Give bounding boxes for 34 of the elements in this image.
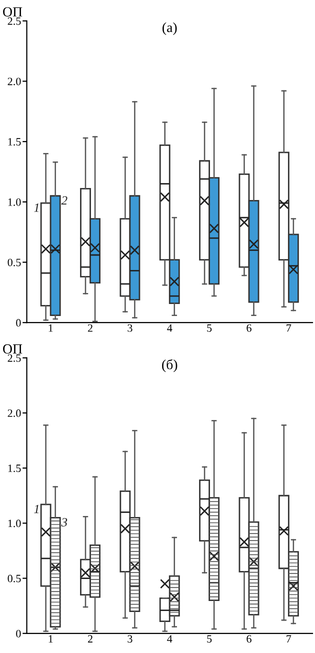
y-tick-label: 2.5 bbox=[8, 354, 21, 362]
y-tick-label: 1.5 bbox=[8, 464, 21, 472]
y-tick-label: 0.5 bbox=[8, 574, 21, 582]
x-tick-label: 6 bbox=[246, 324, 252, 332]
x-tick-label: 3 bbox=[128, 635, 132, 643]
y-axis-title: ОП bbox=[3, 7, 22, 17]
series-label: 2 bbox=[61, 196, 68, 205]
x-tick-label: 4 bbox=[167, 324, 172, 332]
x-tick-label: 4 bbox=[167, 635, 172, 643]
y-tick-label: 1.0 bbox=[8, 520, 21, 528]
y-tick-label: 2.0 bbox=[8, 409, 21, 417]
series-label: 1 bbox=[34, 204, 39, 212]
series-label: 3 bbox=[61, 518, 68, 526]
x-tick-label: 7 bbox=[286, 635, 292, 643]
x-tick-label: 6 bbox=[246, 635, 252, 643]
x-tick-label: 5 bbox=[207, 324, 212, 332]
y-tick-label: 1.0 bbox=[8, 198, 21, 206]
y-tick-label: 1.5 bbox=[8, 138, 21, 146]
x-tick-label: 1 bbox=[48, 635, 53, 643]
x-tick-label: 3 bbox=[128, 324, 132, 332]
x-tick-label: 5 bbox=[207, 635, 212, 643]
y-tick-label: 0.5 bbox=[8, 258, 21, 266]
x-tick-label: 2 bbox=[88, 324, 92, 332]
chart-title: (б) bbox=[162, 359, 178, 372]
chart-title: (а) bbox=[162, 22, 177, 35]
y-tick-label: 0 bbox=[16, 630, 21, 638]
y-tick-label: 2.0 bbox=[8, 78, 21, 86]
x-tick-label: 2 bbox=[88, 635, 92, 643]
y-axis-title: ОП bbox=[3, 344, 22, 354]
x-tick-label: 1 bbox=[48, 324, 53, 332]
y-tick-label: 0 bbox=[16, 319, 21, 327]
y-tick-label: 2.5 bbox=[8, 17, 21, 25]
series-label: 1 bbox=[34, 504, 39, 514]
x-tick-label: 7 bbox=[286, 324, 292, 332]
